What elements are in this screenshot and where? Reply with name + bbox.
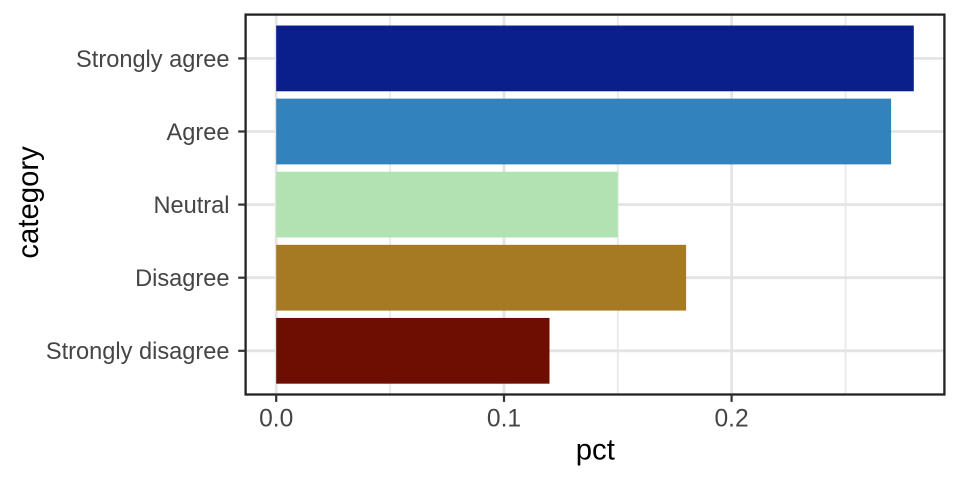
svg-text:category: category [12, 146, 45, 259]
svg-text:Strongly agree: Strongly agree [76, 47, 229, 73]
svg-text:pct: pct [576, 433, 615, 466]
svg-text:0.2: 0.2 [714, 405, 748, 432]
svg-text:0.0: 0.0 [259, 405, 293, 432]
svg-text:Agree: Agree [167, 120, 230, 146]
svg-text:Strongly disagree: Strongly disagree [46, 339, 230, 365]
svg-text:Neutral: Neutral [153, 193, 229, 219]
svg-text:0.1: 0.1 [487, 405, 521, 432]
svg-text:Disagree: Disagree [135, 266, 229, 292]
